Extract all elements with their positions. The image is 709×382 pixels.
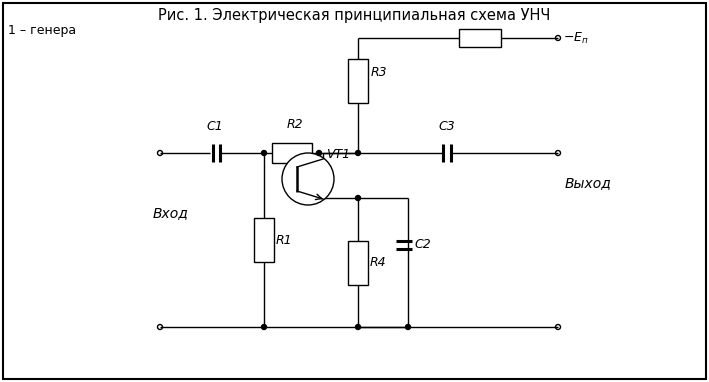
Bar — [348, 241, 368, 285]
Text: Выход: Выход — [565, 176, 612, 190]
Bar — [348, 58, 368, 102]
Bar — [254, 218, 274, 262]
Circle shape — [262, 151, 267, 155]
Circle shape — [355, 324, 360, 330]
Circle shape — [316, 151, 321, 155]
Circle shape — [406, 324, 411, 330]
Text: Вход: Вход — [153, 206, 189, 220]
Circle shape — [355, 151, 360, 155]
Circle shape — [282, 153, 334, 205]
Circle shape — [355, 196, 360, 201]
Text: Рис. 1. Электрическая принципиальная схема УНЧ: Рис. 1. Электрическая принципиальная схе… — [158, 8, 550, 23]
Text: R3: R3 — [371, 66, 388, 79]
Text: C1: C1 — [206, 120, 223, 133]
Text: C2: C2 — [414, 238, 431, 251]
Text: C3: C3 — [439, 120, 455, 133]
Circle shape — [262, 324, 267, 330]
Text: 1 – генера: 1 – генера — [8, 24, 76, 37]
Text: R2: R2 — [286, 118, 303, 131]
Text: VT1: VT1 — [326, 148, 350, 161]
Bar — [459, 29, 501, 47]
Text: R1: R1 — [276, 233, 293, 246]
Text: $-E_п$: $-E_п$ — [563, 31, 588, 45]
Text: R4: R4 — [370, 256, 386, 269]
Bar — [272, 143, 311, 163]
